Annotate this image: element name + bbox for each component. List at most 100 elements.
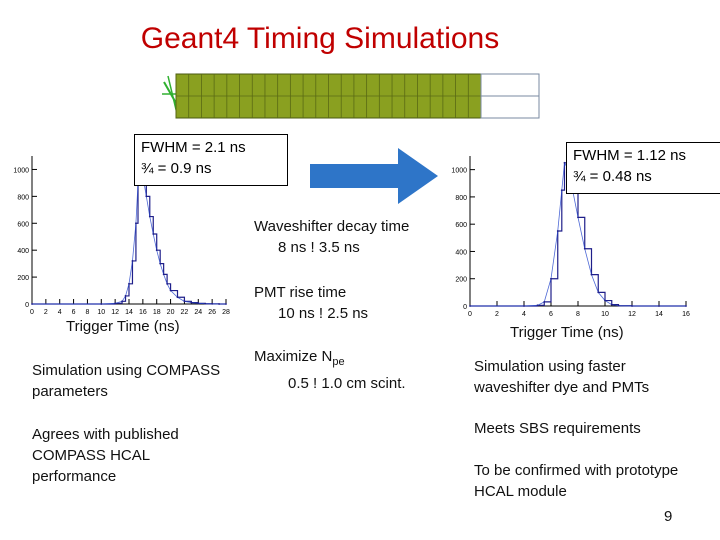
middle-item-3-sub: pe bbox=[332, 356, 345, 368]
middle-item-2: PMT rise time 10 ns ! 2.5 ns bbox=[254, 282, 368, 324]
right-fwhm-line1: FWHM = 1.12 ns bbox=[573, 147, 686, 164]
right-hist-data-point bbox=[577, 216, 579, 219]
left-hist-y-tick-label: 600 bbox=[17, 221, 29, 228]
right-hist-x-tick-label: 16 bbox=[682, 311, 690, 318]
left-hist-data-point bbox=[148, 215, 151, 218]
right-hist-y-tick-label: 200 bbox=[455, 277, 467, 284]
right-caption-2: Meets SBS requirements bbox=[474, 420, 641, 437]
left-hist-y-tick-label: 800 bbox=[17, 194, 29, 201]
right-hist-x-tick-label: 14 bbox=[655, 311, 663, 318]
right-hist-data-point bbox=[610, 303, 613, 306]
right-hist-data-point bbox=[563, 161, 566, 164]
left-hist-data-point bbox=[100, 303, 103, 305]
right-hist-y-tick-label: 1000 bbox=[451, 168, 467, 175]
left-hist-data-point bbox=[183, 300, 186, 303]
left-hist-x-tick-label: 28 bbox=[222, 309, 230, 316]
right-hist-y-tick-label: 400 bbox=[455, 249, 467, 256]
right-hist-y-tick-label: 800 bbox=[455, 195, 467, 202]
arrow-graphic bbox=[310, 148, 438, 204]
right-hist-data-point bbox=[685, 305, 687, 307]
right-chart-area: 0 200 400 600 800 1000 0 2 4 6 8 10 12 14 16 bbox=[451, 156, 690, 318]
right-caption-1: Simulation using faster waveshifter dye … bbox=[474, 358, 650, 396]
left-hist-x-tick-label: 6 bbox=[72, 309, 76, 316]
left-hist-x-tick-label: 2 bbox=[44, 309, 48, 316]
middle-item-3-prefix: Maximize N bbox=[254, 348, 333, 365]
left-fwhm-box: FWHM = 2.1 ns ¾ = 0.9 ns bbox=[134, 134, 288, 186]
left-hist-data-point bbox=[135, 222, 137, 225]
left-hist-y-tick-label: 200 bbox=[17, 275, 29, 282]
left-hist-x-tick-label: 26 bbox=[208, 309, 216, 316]
left-hist-data-point bbox=[128, 282, 130, 285]
right-hist-x-tick-label: 12 bbox=[628, 311, 636, 318]
right-hist-data-point bbox=[597, 291, 600, 294]
right-hist-x-tick-label: 6 bbox=[549, 311, 553, 318]
left-hist-data-point bbox=[204, 302, 207, 305]
right-hist-data-point bbox=[469, 305, 471, 307]
left-hist-data-point bbox=[155, 249, 158, 252]
left-hist-x-tick-label: 12 bbox=[111, 309, 119, 316]
right-hist-x-tick-label: 4 bbox=[522, 311, 526, 318]
right-fwhm-box: FWHM = 1.12 ns ¾ = 0.48 ns bbox=[566, 142, 720, 194]
middle-item-1: Waveshifter decay time 8 ns ! 3.5 ns bbox=[254, 216, 409, 258]
left-hist-data-point bbox=[124, 295, 127, 297]
right-hist-x-tick-label: 0 bbox=[468, 311, 472, 318]
right-hist-data-point bbox=[590, 273, 593, 276]
right-hist-data-point bbox=[631, 305, 633, 307]
left-hist-data-point bbox=[162, 273, 165, 276]
right-hist-data-point bbox=[658, 305, 660, 307]
right-hist-x-tick-label: 8 bbox=[576, 311, 580, 318]
middle-item-3-line2: 0.5 ! 1.0 cm scint. bbox=[288, 375, 406, 392]
left-hist-x-tick-label: 18 bbox=[153, 309, 161, 316]
right-hist-x-tick-label: 2 bbox=[495, 311, 499, 318]
left-hist-data-point bbox=[225, 303, 227, 305]
left-hist-x-tick-label: 0 bbox=[30, 309, 34, 316]
middle-item-3: Maximize Npe 0.5 ! 1.0 cm scint. bbox=[254, 346, 406, 394]
right-hist-data-point bbox=[604, 299, 606, 302]
page-number: 9 bbox=[664, 508, 673, 525]
left-hist-data-point bbox=[145, 195, 148, 198]
detector-cells bbox=[175, 74, 482, 118]
left-hist-y-tick-label: 1000 bbox=[13, 167, 29, 174]
left-hist-data-point bbox=[218, 303, 220, 305]
right-hist-data-point bbox=[523, 305, 525, 307]
arrow-right-icon bbox=[310, 148, 438, 204]
left-hist-data-point bbox=[121, 300, 123, 303]
left-hist-data-point bbox=[169, 289, 172, 292]
left-hist-x-tick-label: 10 bbox=[97, 309, 105, 316]
left-caption-1: Simulation using COMPASS parameters bbox=[32, 362, 221, 400]
left-hist-x-tick-label: 8 bbox=[85, 309, 89, 316]
left-hist-data-point bbox=[176, 296, 179, 299]
page-title: Geant4 Timing Simulations bbox=[140, 22, 500, 55]
left-hist-x-tick-label: 22 bbox=[181, 309, 189, 316]
right-caption-3: To be confirmed with prototype HCAL modu… bbox=[474, 462, 679, 500]
left-xlabel: Trigger Time (ns) bbox=[66, 318, 180, 335]
right-hist-fit-line bbox=[470, 161, 686, 307]
left-hist-y-tick-label: 0 bbox=[25, 302, 29, 309]
right-hist-data-point bbox=[556, 230, 559, 232]
middle-item-3-line1: Maximize Npe bbox=[254, 346, 406, 373]
right-hist-y-tick-label: 600 bbox=[455, 222, 467, 229]
right-hist-y-tick-label: 0 bbox=[463, 304, 467, 311]
left-hist-data-point bbox=[152, 233, 155, 235]
left-hist-data-point bbox=[159, 262, 162, 265]
right-hist-data-point bbox=[543, 301, 546, 303]
left-hist-data-point bbox=[211, 302, 214, 305]
left-hist-y-tick-label: 400 bbox=[17, 248, 29, 255]
left-hist-data-point bbox=[131, 260, 134, 262]
left-hist-data-point bbox=[197, 302, 200, 305]
left-hist-x-tick-label: 14 bbox=[125, 309, 133, 316]
left-hist-data-point bbox=[190, 301, 193, 304]
right-hist-data-point bbox=[550, 277, 552, 280]
left-hist-x-tick-label: 24 bbox=[194, 309, 202, 316]
left-hist-data-point bbox=[114, 302, 117, 305]
left-hist-data-point bbox=[166, 282, 169, 285]
left-fwhm-line1: FWHM = 2.1 ns bbox=[141, 139, 246, 156]
right-hist-x-tick-label: 10 bbox=[601, 311, 609, 318]
right-hist-data-point bbox=[583, 247, 586, 250]
middle-item-1-line1: Waveshifter decay time bbox=[254, 218, 410, 235]
left-caption-2: Agrees with published COMPASS HCAL perfo… bbox=[32, 426, 179, 485]
right-hist-data-point bbox=[617, 304, 620, 307]
left-fwhm-line2: ¾ = 0.9 ns bbox=[141, 160, 212, 177]
right-fwhm-line2: ¾ = 0.48 ns bbox=[573, 168, 652, 185]
